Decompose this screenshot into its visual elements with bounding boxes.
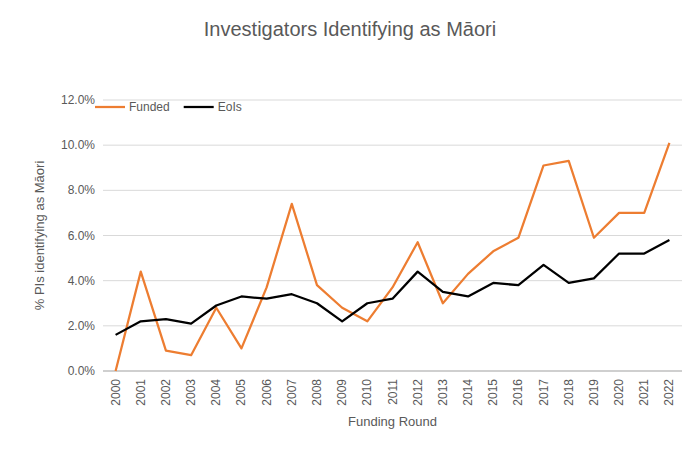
series-line (116, 240, 670, 335)
x-tick-label: 2003 (184, 379, 198, 406)
grid-line (103, 100, 682, 101)
plot-area (116, 143, 670, 371)
x-axis-line (103, 371, 682, 372)
chart: Investigators Identifying as Māori 0.0% 2.… (0, 0, 700, 467)
x-tick-label: 2005 (234, 379, 248, 406)
grid-line (103, 145, 682, 146)
x-tick-label: 2021 (637, 379, 651, 406)
x-tick-label: 2007 (285, 379, 299, 406)
x-tick-label: 2020 (612, 379, 626, 406)
y-tick-label: 2.0% (68, 319, 96, 333)
x-tick-label: 2010 (360, 379, 374, 406)
grid-line (103, 325, 682, 326)
x-tick-label: 2013 (436, 379, 450, 406)
x-tick-label: 2018 (562, 379, 576, 406)
legend-label: EoIs (218, 100, 242, 114)
y-tick-label: 8.0% (68, 183, 96, 197)
title: Investigators Identifying as Māori (204, 18, 496, 40)
grid-line (103, 190, 682, 191)
x-tick-label: 2008 (310, 379, 324, 406)
y-tick-label: 0.0% (68, 364, 96, 378)
x-tick-label: 2009 (335, 379, 349, 406)
y-axis-label: % PIs identifying as Māori (32, 161, 47, 311)
x-tick-label: 2011 (386, 379, 400, 405)
x-tick-label: 2014 (461, 379, 475, 406)
x-tick-label: 2015 (486, 379, 500, 406)
x-tick-label: 2002 (159, 379, 173, 406)
y-tick-label: 12.0% (61, 93, 95, 107)
x-tick-label: 2022 (662, 379, 676, 406)
x-tick-label: 2000 (109, 379, 123, 406)
background (0, 0, 700, 467)
legend-swatch (95, 106, 125, 108)
x-tick-label: 2019 (587, 379, 601, 406)
x-tick-label: 2016 (511, 379, 525, 406)
series-line (116, 143, 670, 371)
x-tick-label: 2001 (134, 379, 148, 406)
grid-line (103, 280, 682, 281)
grid-line (103, 371, 682, 372)
legend-swatch (184, 106, 214, 108)
x-tick-label: 2006 (260, 379, 274, 406)
x-axis-label: Funding Round (348, 414, 437, 429)
legend-label: Funded (129, 100, 170, 114)
x-tick-label: 2004 (209, 379, 223, 406)
x-tick-label: 2017 (537, 379, 551, 406)
y-tick-label: 4.0% (68, 274, 96, 288)
y-tick-label: 10.0% (61, 138, 95, 152)
y-tick-label: 6.0% (68, 229, 96, 243)
x-tick-label: 2012 (411, 379, 425, 406)
